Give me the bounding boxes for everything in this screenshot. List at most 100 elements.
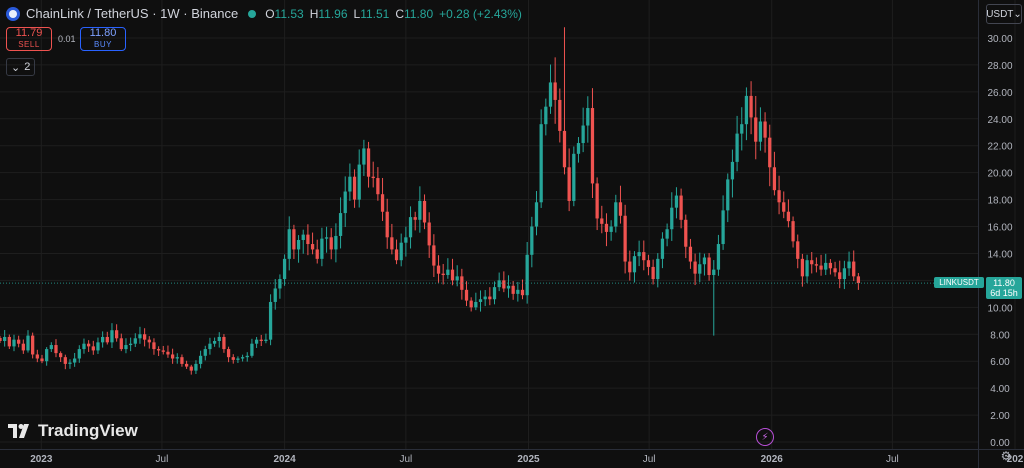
candle-body [170, 354, 175, 359]
candle-body [7, 336, 11, 347]
candle-body [623, 215, 627, 262]
candle-body [240, 357, 245, 359]
x-tick-label: 202 [1007, 454, 1024, 465]
symbol-title[interactable]: ChainLink / TetherUS · 1W · Binance [26, 6, 239, 21]
lightning-icon[interactable]: ⚡ [756, 428, 774, 446]
candle-body [800, 258, 805, 277]
candle-body [259, 339, 263, 341]
candle-body [282, 258, 287, 280]
x-tick-label: 2025 [517, 454, 540, 465]
candle-body [530, 226, 534, 255]
candle-body [511, 285, 515, 294]
x-tick-label: 2024 [273, 454, 296, 465]
candle-body [408, 217, 413, 238]
tradingview-logo[interactable]: TradingView [8, 421, 138, 441]
candle-body [101, 336, 105, 343]
ohlc-low-key: L [353, 6, 361, 21]
candle-body [105, 336, 109, 343]
candle-body [688, 246, 693, 262]
candle-body [810, 260, 814, 265]
candle-body [469, 300, 473, 308]
bar-countdown: 6d 15h [990, 288, 1018, 299]
ohlc-open-value: 11.53 [274, 6, 304, 21]
candle-body [665, 229, 669, 239]
candle-body [614, 202, 618, 227]
candle-body [553, 82, 557, 100]
candle-body [35, 354, 39, 359]
candle-body [329, 237, 333, 250]
indicators-toggle-button[interactable]: ⌄ 2 [6, 58, 36, 76]
candle-body [698, 264, 702, 274]
buy-label: BUY [94, 40, 112, 49]
candle-body [82, 343, 86, 350]
candle-body [595, 183, 599, 219]
sell-price: 11.79 [15, 27, 43, 39]
candle-body [198, 355, 203, 364]
candle-body [707, 257, 711, 276]
sell-button[interactable]: 11.79 SELL [6, 27, 52, 51]
candle-body [730, 161, 735, 180]
candle-body [348, 176, 352, 192]
candle-body [413, 217, 417, 220]
candle-body [184, 363, 189, 367]
candle-body [702, 257, 707, 265]
candle-body [441, 273, 445, 276]
candle-body [292, 229, 296, 250]
candle-body [656, 258, 660, 280]
ohlc-close-key: C [395, 6, 404, 21]
chevron-down-icon: ⌄ [11, 61, 21, 74]
candle-body [310, 244, 315, 250]
candle-body [63, 357, 67, 364]
buy-button[interactable]: 11.80 BUY [80, 27, 126, 51]
candle-body [254, 339, 259, 344]
candle-body [502, 280, 506, 289]
candle-body [819, 265, 823, 270]
gear-icon[interactable]: ⚙ [1000, 449, 1012, 463]
candle-body [642, 252, 646, 261]
spread-value: 0.01 [58, 34, 76, 44]
candle-body [385, 211, 389, 238]
candle-body [758, 121, 763, 142]
candle-body [17, 339, 21, 344]
candle-body [446, 269, 450, 276]
candle-body [87, 343, 91, 347]
candle-body [772, 167, 777, 191]
candle-body [287, 229, 291, 259]
candle-body [632, 256, 637, 273]
candle-body [856, 276, 861, 284]
candle-body [432, 245, 436, 266]
indicators-count: 2 [24, 61, 31, 73]
candle-body [450, 269, 455, 281]
currency-select[interactable]: USDT ⌄ [986, 4, 1022, 24]
candle-body [156, 349, 161, 351]
x-tick-label: Jul [886, 454, 899, 465]
candle-body [278, 279, 282, 289]
candle-body [268, 301, 273, 340]
y-tick-label: 22.00 [987, 142, 1012, 153]
candle-body [436, 265, 441, 274]
candle-body [59, 353, 63, 358]
candle-body [12, 339, 16, 347]
candle-body [110, 330, 114, 343]
candle-body [684, 219, 688, 247]
trade-panel: 11.79 SELL 0.01 11.80 BUY [6, 27, 126, 51]
candle-body [394, 249, 399, 261]
candle-body [506, 285, 511, 289]
market-status-icon[interactable] [248, 9, 257, 18]
candle-body [852, 261, 856, 277]
candle-body [26, 335, 30, 351]
chart-header: ChainLink / TetherUS · 1W · Binance O11.… [6, 6, 522, 21]
candle-body [796, 241, 800, 259]
candle-body [40, 358, 44, 362]
x-tick-label: Jul [643, 454, 656, 465]
candle-body [390, 237, 394, 250]
candle-body [544, 106, 548, 125]
candle-body [660, 238, 665, 259]
y-tick-label: 16.00 [987, 223, 1012, 234]
candle-body [138, 334, 142, 339]
candle-body [306, 234, 310, 245]
x-tick-label: 2023 [30, 454, 53, 465]
candle-body [203, 349, 207, 356]
sell-label: SELL [18, 40, 40, 49]
